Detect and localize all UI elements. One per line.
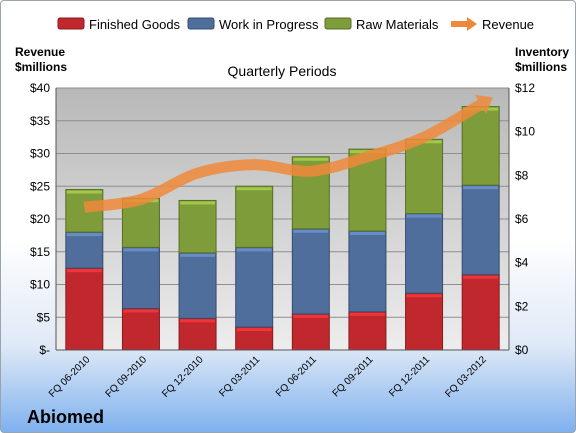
left-tick-label: $25 [30,179,50,193]
bar-segment-work-in-progress [121,246,160,310]
revenue-line-path [83,99,484,213]
bar-segment-highlight [123,248,159,252]
bar-segment-finished-goods [461,274,500,351]
revenue-line [83,94,493,213]
legend-swatch [187,17,215,30]
x-tick-label: FQ 06-2010 [47,354,93,400]
bar-segment-highlight [406,214,442,218]
bar-segment-highlight [236,248,272,252]
left-tick-label: $35 [30,114,50,128]
bar-segment-finished-goods [291,313,330,351]
left-tick-label: $30 [30,147,50,161]
legend-label: Revenue [482,17,534,32]
legend-arrow-swatch [467,17,477,31]
bar-segment-highlight [180,201,216,205]
right-tick-label: $4 [515,256,529,270]
bar-segment-finished-goods [348,311,387,351]
bar-segment-highlight [66,269,102,273]
bar-segment-highlight [66,190,102,194]
plot-title: Quarterly Periods [228,63,337,79]
x-tick-label: FQ 09-2011 [331,354,376,399]
bar-segment-highlight [180,319,216,323]
bar-segment-work-in-progress [291,228,330,315]
bar-segment-work-in-progress [235,246,274,328]
x-tick-label: FQ 12-2010 [160,354,206,400]
x-tick-label: FQ 06-2011 [274,354,319,399]
left-tick-label: $20 [30,212,50,226]
company-name: Abiomed [27,407,104,427]
left-axis-title-line-1: Revenue [15,45,65,59]
legend-label: Work in Progress [219,17,319,32]
bar-segment-highlight [293,157,329,161]
legend-swatch [57,17,85,30]
right-tick-label: $0 [515,343,529,357]
bar-segment-highlight [463,275,499,279]
left-tick-label: $- [39,343,50,357]
bar-segment-work-in-progress [178,252,217,319]
left-axis-title-line-2: $millions [15,60,67,74]
legend-swatch [324,17,352,30]
legend-label: Raw Materials [356,17,439,32]
legend: Finished Goods Work in Progress Raw Materi… [57,17,534,32]
right-axis-title-line-2: $millions [515,60,567,74]
revenue-arrow-head [475,94,493,114]
bar-segment-work-in-progress [461,184,500,276]
x-tick-label: FQ 09-2010 [104,354,150,400]
bar-segment-work-in-progress [348,230,387,313]
bar-segment-highlight [293,314,329,318]
left-tick-label: $10 [30,278,50,292]
bar-segment-finished-goods [65,267,104,351]
bars [65,106,500,351]
bar-segment-raw-materials [235,185,274,248]
bar-segment-highlight [180,253,216,257]
bar-segment-highlight [349,312,385,316]
bar-segment-highlight [293,229,329,233]
right-tick-label: $8 [515,168,529,182]
x-tick-label: FQ 12-2011 [387,354,432,399]
bar-segment-finished-goods [178,317,217,351]
x-tick-label: FQ 03-2012 [443,354,489,400]
right-tick-label: $12 [515,81,535,95]
right-tick-label: $2 [515,299,529,313]
bar-segment-highlight [123,309,159,313]
bar-segment-highlight [349,232,385,236]
bar-segment-highlight [236,328,272,332]
bar-segment-raw-materials [461,106,500,186]
left-tick-label: $5 [37,310,51,324]
legend-label: Finished Goods [89,17,181,32]
right-tick-label: $6 [515,212,529,226]
bar-segment-finished-goods [121,308,160,351]
bar-segment-raw-materials [178,199,217,254]
bar-segment-highlight [463,186,499,190]
bar-segment-highlight [236,187,272,191]
bar-segment-work-in-progress [405,213,444,294]
bar-segment-finished-goods [405,292,444,351]
bar-segment-highlight [66,233,102,237]
x-tick-label: FQ 03-2011 [217,354,262,399]
left-tick-label: $15 [30,245,50,259]
left-tick-label: $40 [30,81,50,95]
right-axis-title-line-1: Inventory [515,45,569,59]
bar-segment-work-in-progress [65,231,104,269]
bar-segment-raw-materials [405,138,444,215]
bar-segment-highlight [406,294,442,298]
right-tick-label: $10 [515,125,535,139]
